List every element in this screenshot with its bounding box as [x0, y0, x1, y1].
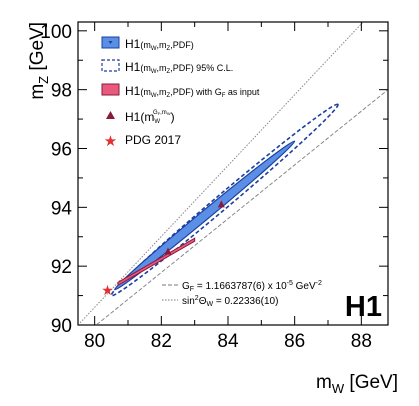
y-tick-label: 92 [51, 257, 72, 278]
gf-input-band [117, 237, 196, 287]
legend-marker-star: ★ [104, 132, 117, 150]
legend-label-5: PDG 2017 [125, 133, 181, 147]
legend-label-2: H1(mW,mZ,PDF) 95% C.L. [125, 60, 233, 75]
legend-swatch-pink [101, 83, 120, 96]
legend-marker-triangle-red [106, 111, 115, 119]
gf-reference-line [95, 89, 388, 325]
plot-frame [77, 21, 389, 326]
plot-area: ★ [78, 22, 388, 325]
legend-label-3: H1(mW,mZ,PDF) with GF as input [125, 84, 260, 99]
x-tick-label: 88 [351, 331, 372, 352]
legend-marker-triangle [108, 41, 113, 44]
x-tick-label: 86 [284, 331, 305, 352]
contour-68cl [114, 140, 296, 291]
pdg-star-marker: ★ [101, 283, 114, 299]
note-sin: sin2ΘW = 0.22336(10) [182, 295, 278, 308]
x-tick-label: 80 [84, 331, 105, 352]
legend-label-4: H1(mWGF,mW) [125, 110, 175, 125]
x-tick-label: 82 [151, 331, 172, 352]
sin2theta-reference-line [78, 22, 364, 325]
legend-item-gf-band: H1(mW,mZ,PDF) with GF as input [101, 83, 260, 99]
legend-label-1: H1(mW,mZ,PDF) [125, 37, 194, 52]
legend-item-contour-95: H1(mW,mZ,PDF) 95% C.L. [101, 59, 233, 75]
axis-ticks: 80 82 84 86 88 90 92 94 96 98 100 [40, 22, 388, 352]
legend-item-contour-68: H1(mW,mZ,PDF) [101, 36, 194, 52]
x-axis-label: mW [GeV] [316, 372, 398, 396]
x-tick-label: 84 [217, 331, 239, 352]
y-tick-label: 90 [51, 316, 72, 337]
y-axis-label: mZ [GeV] [27, 22, 51, 100]
mw-gf-triangle-marker [164, 247, 172, 255]
note-gf: GF = 1.1663787(6) x 10-5 GeV-2 [182, 280, 322, 293]
y-tick-label: 94 [51, 198, 73, 219]
line-notes: GF = 1.1663787(6) x 10-5 GeV-2 sin2ΘW = … [162, 280, 322, 308]
mw-gf-triangle-marker [217, 200, 225, 208]
y-tick-label: 100 [40, 22, 72, 43]
legend-item-pdg: ★ PDG 2017 [104, 132, 182, 150]
legend: H1(mW,mZ,PDF) H1(mW,mZ,PDF) 95% C.L. H1(… [101, 36, 260, 150]
y-tick-label: 98 [51, 81, 72, 102]
contour-95cl [110, 103, 339, 297]
legend-swatch-dashed [101, 59, 120, 72]
legend-item-triangle: H1(mWGF,mW) [106, 110, 175, 125]
experiment-label: H1 [345, 291, 382, 323]
y-tick-label: 96 [51, 139, 72, 160]
